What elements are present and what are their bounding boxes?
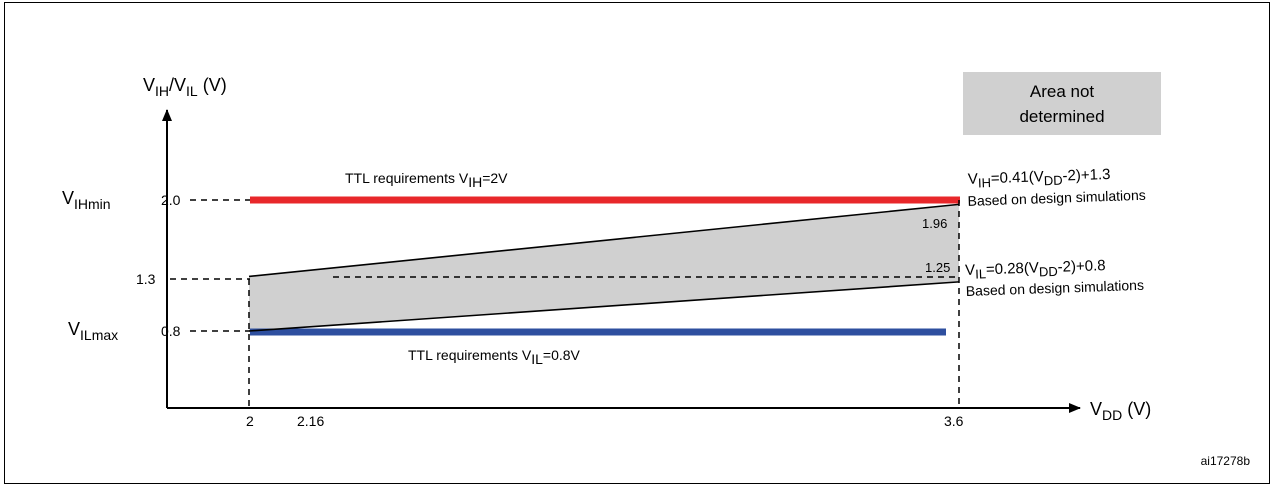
- undetermined-area: [249, 204, 959, 331]
- y-tick-label-2.0: 2.0: [161, 192, 181, 208]
- legend-swatch: [963, 72, 1161, 135]
- legend-text-1: Area not: [1030, 82, 1095, 101]
- svg-text:VIL=0.28(VDD-2)+0.8: VIL=0.28(VDD-2)+0.8: [965, 257, 1106, 282]
- figure-id: ai17278b: [1201, 454, 1251, 468]
- svg-text:VIH=0.41(VDD-2)+1.3: VIH=0.41(VDD-2)+1.3: [968, 166, 1111, 191]
- vih-note: Based on design simulations: [967, 187, 1146, 209]
- guide-lines: [170, 199, 960, 408]
- x-tick-label-2.16: 2.16: [297, 413, 324, 429]
- y-axis-title: VIH/VIL (V): [143, 75, 227, 99]
- ttl-vih-label: TTL requirements VIH=2V: [345, 170, 508, 190]
- vil-formula: VIL=0.28(VDD-2)+0.8 Based on design simu…: [965, 257, 1145, 299]
- legend-text-2: determined: [1019, 107, 1104, 126]
- vil-note: Based on design simulations: [966, 277, 1145, 299]
- y-tick-name-vihmin: VIHmin: [62, 188, 111, 212]
- x-axis-title: VDD (V): [1090, 399, 1151, 423]
- vih-formula: VIH=0.41(VDD-2)+1.3 Based on design simu…: [967, 166, 1146, 209]
- vih-line: [248, 203, 960, 278]
- value-label-1.25: 1.25: [925, 260, 950, 275]
- y-tick-label-1.3: 1.3: [136, 271, 156, 287]
- value-label-1.96: 1.96: [922, 216, 947, 231]
- vil-line: [248, 281, 960, 332]
- y-tick-name-vilmax: VILmax: [68, 319, 118, 343]
- ttl-vil-label: TTL requirements VIL=0.8V: [408, 347, 581, 367]
- y-tick-label-0.8: 0.8: [161, 323, 181, 339]
- x-tick-label-2: 2: [246, 413, 254, 429]
- x-tick-label-3.6: 3.6: [944, 413, 964, 429]
